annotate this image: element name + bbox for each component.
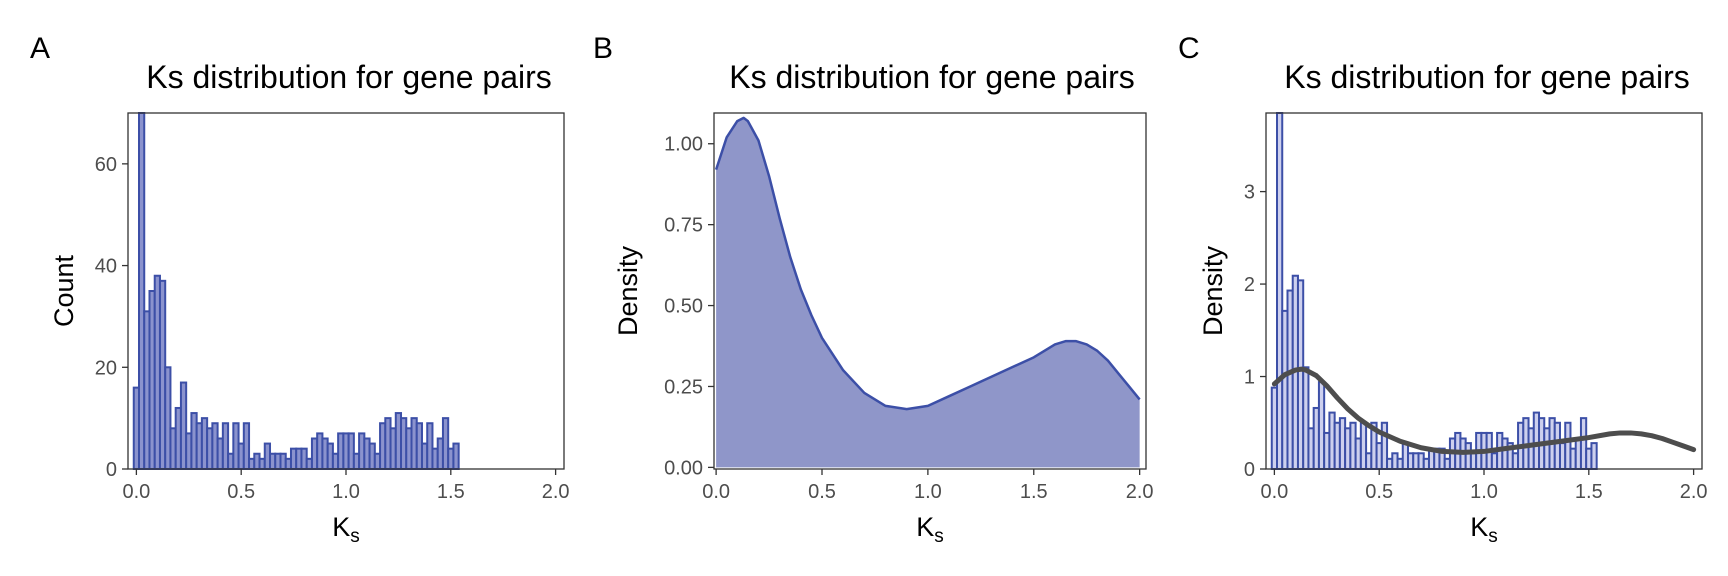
- panel-b-x-tick-label: 0.0: [702, 481, 730, 503]
- panel-b-density-line: [714, 116, 1141, 411]
- panel-b: B Ks distribution for gene pairs 0.0 0.5 1…: [593, 32, 1154, 547]
- panel-a-y-tick-label: 0: [106, 459, 117, 481]
- panel-a-x-tick-label: 0.5: [227, 481, 255, 503]
- panel-c: C Ks distribution for gene pairs 0.0 0.5 1…: [1178, 32, 1708, 547]
- panel-b-x-tick-label: 0.5: [808, 481, 836, 503]
- panel-a-x-tick-label: 1.0: [332, 481, 360, 503]
- panel-c-x-tick-label: 1.5: [1575, 481, 1603, 503]
- panel-b-plot: [714, 116, 1141, 468]
- panel-b-title: Ks distribution for gene pairs: [729, 59, 1135, 95]
- panel-letter-c: C: [1178, 32, 1200, 65]
- panel-letter-b: B: [593, 32, 613, 65]
- panel-a-x-tick-label: 0.0: [122, 481, 150, 503]
- panel-c-histogram-bar: [1590, 442, 1598, 470]
- panel-a-x-tick-label: 2.0: [542, 481, 570, 503]
- panel-letter-a: A: [30, 32, 50, 65]
- panel-a-x-axis-label: Ks: [332, 512, 360, 547]
- panel-c-y-axis-label: Density: [1198, 245, 1228, 336]
- panel-c-x-tick-label: 2.0: [1680, 481, 1708, 503]
- panel-a-title: Ks distribution for gene pairs: [146, 59, 552, 95]
- panel-c-plot: [1270, 112, 1697, 471]
- panel-a: A Ks distribution for gene pairs 0.0 0.5 1…: [30, 32, 570, 547]
- panel-c-ticks: 0.0 0.5 1.0 1.5 2.0 0 1 2 3: [1244, 182, 1708, 503]
- panel-c-y-tick-label: 3: [1244, 182, 1255, 204]
- panel-b-y-tick-label: 0.50: [664, 296, 703, 318]
- panel-a-y-tick-label: 20: [95, 357, 117, 379]
- panel-b-ticks: 0.0 0.5 1.0 1.5 2.0 0.00 0.25 0.50 0.75 1.00: [664, 134, 1153, 503]
- panel-a-y-axis-label: Count: [49, 254, 79, 327]
- panel-c-y-tick-label: 0: [1244, 459, 1255, 481]
- panel-a-histogram-bar: [452, 442, 460, 471]
- panel-a-y-tick-label: 40: [95, 256, 117, 278]
- panel-b-frame: [713, 112, 1147, 470]
- panel-b-y-tick-label: 0.00: [664, 457, 703, 479]
- panel-c-x-axis-label: Ks: [1470, 512, 1498, 547]
- panel-c-y-tick-label: 2: [1244, 274, 1255, 296]
- panel-a-plot: [132, 112, 460, 471]
- panel-c-x-tick-label: 0.5: [1365, 481, 1393, 503]
- panel-b-density-area: [716, 117, 1140, 468]
- panel-b-x-tick-label: 2.0: [1126, 481, 1154, 503]
- panel-b-x-tick-label: 1.0: [914, 481, 942, 503]
- panel-b-x-axis-label: Ks: [916, 512, 944, 547]
- panel-c-title: Ks distribution for gene pairs: [1284, 59, 1690, 95]
- panel-b-x-tick-label: 1.5: [1020, 481, 1048, 503]
- panel-a-y-tick-label: 60: [95, 154, 117, 176]
- panel-c-y-tick-label: 1: [1244, 367, 1255, 389]
- panel-a-x-tick-label: 1.5: [437, 481, 465, 503]
- panel-c-x-tick-label: 1.0: [1470, 481, 1498, 503]
- panel-c-density-curve: [1271, 366, 1697, 455]
- panel-b-y-tick-label: 1.00: [664, 134, 703, 156]
- panel-b-y-tick-label: 0.75: [664, 215, 703, 237]
- panel-a-ticks: 0.0 0.5 1.0 1.5 2.0 0 20 40 60: [95, 154, 570, 503]
- panel-c-x-tick-label: 0.0: [1260, 481, 1288, 503]
- panel-b-y-axis-label: Density: [613, 245, 643, 336]
- panel-b-y-tick-label: 0.25: [664, 376, 703, 398]
